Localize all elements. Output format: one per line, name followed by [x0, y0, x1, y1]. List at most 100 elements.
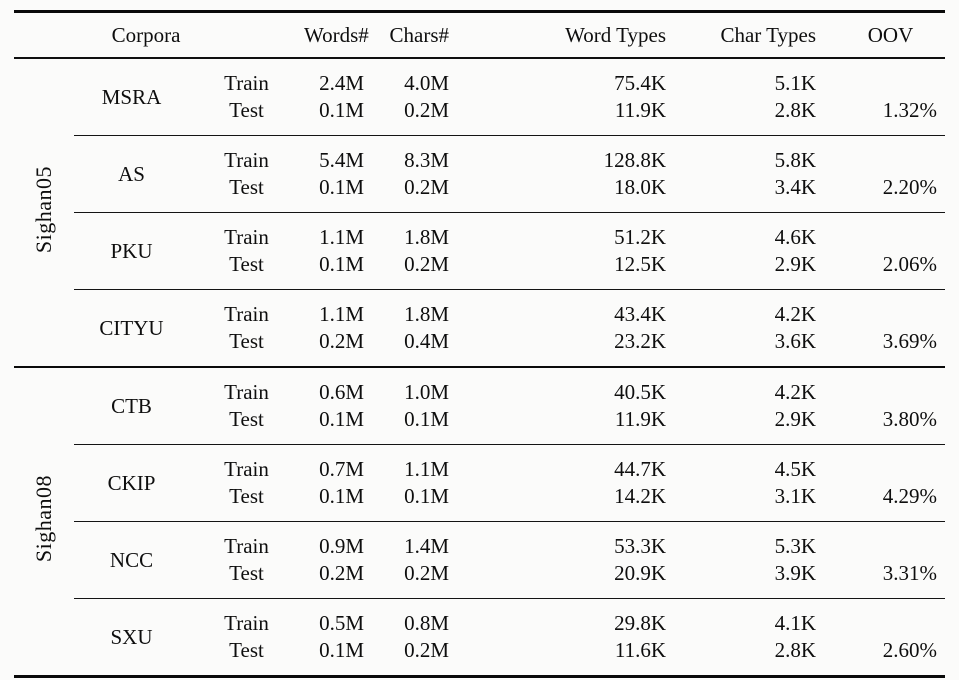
chars-value: 0.1M	[404, 484, 449, 508]
split-label: Train	[189, 212, 304, 251]
split-label: Train	[189, 366, 304, 406]
section-label-text: Sighan05	[31, 165, 56, 254]
word-types-value: 23.2K	[614, 329, 666, 353]
char-types-value: 4.2K	[686, 366, 836, 406]
oov-value: 2.06%	[882, 252, 937, 276]
char-types-value: 2.8K	[774, 638, 816, 662]
table-row: CKIP Train 0.7M 1.1M 44.7K 4.5K	[14, 444, 945, 522]
header-oov: OOV	[836, 11, 945, 59]
words-value: 0.6M	[304, 366, 384, 406]
char-types-value: 5.3K	[686, 521, 836, 560]
split-label: Test	[229, 484, 264, 508]
table-row: Test 0.1M 0.2M 11.6K 2.8K 2.60%	[14, 637, 945, 677]
oov-value: 3.31%	[882, 561, 937, 585]
header-chars: Chars#	[384, 11, 469, 59]
oov-value: 2.60%	[882, 638, 937, 662]
table-row: Test 0.2M 0.2M 20.9K 3.9K 3.31%	[14, 560, 945, 599]
word-types-value: 18.0K	[614, 175, 666, 199]
char-types-value: 5.8K	[686, 135, 836, 174]
chars-value: 1.0M	[384, 366, 469, 406]
corpus-name: AS	[74, 135, 189, 213]
chars-value: 1.8M	[384, 212, 469, 251]
corpus-name: CITYU	[74, 289, 189, 367]
chars-value: 0.4M	[404, 329, 449, 353]
char-types-value: 4.1K	[686, 598, 836, 637]
table-row: PKU Train 1.1M 1.8M 51.2K 4.6K	[14, 212, 945, 290]
table-header-row: Corpora Words# Chars# Word Types Char Ty…	[14, 11, 945, 59]
chars-value: 0.1M	[404, 407, 449, 431]
char-types-value: 4.6K	[686, 212, 836, 251]
oov-value	[836, 366, 945, 406]
header-char-types: Char Types	[686, 11, 836, 59]
words-value: 0.2M	[319, 561, 364, 585]
corpus-name: MSRA	[101, 84, 162, 109]
chars-value: 0.2M	[404, 175, 449, 199]
word-types-value: 14.2K	[614, 484, 666, 508]
split-label: Train	[189, 598, 304, 637]
section-label-text: Sighan08	[31, 474, 56, 563]
word-types-value: 29.8K	[469, 598, 686, 637]
oov-value: 3.69%	[882, 329, 937, 353]
words-value: 0.5M	[304, 598, 384, 637]
split-label: Test	[229, 329, 264, 353]
oov-value	[836, 135, 945, 174]
split-label: Train	[189, 289, 304, 328]
word-types-value: 12.5K	[614, 252, 666, 276]
table-row: NCC Train 0.9M 1.4M 53.3K 5.3K	[14, 521, 945, 599]
word-types-value: 128.8K	[469, 135, 686, 174]
words-value: 2.4M	[319, 71, 364, 95]
oov-value	[836, 212, 945, 251]
table-row: AS Train 5.4M 8.3M 128.8K 5.8K	[14, 135, 945, 213]
table-row: Test 0.1M 0.2M 18.0K 3.4K 2.20%	[14, 174, 945, 213]
corpus-name: NCC	[74, 521, 189, 599]
corpus-name: CKIP	[74, 444, 189, 522]
char-types-value: 3.6K	[774, 329, 816, 353]
split-label: Train	[189, 521, 304, 560]
word-types-value: 11.9K	[614, 407, 666, 431]
char-types-value: 3.1K	[774, 484, 816, 508]
chars-value: 0.2M	[404, 561, 449, 585]
words-value: 0.2M	[319, 329, 364, 353]
oov-value: 4.29%	[882, 484, 937, 508]
word-types-value: 43.4K	[469, 289, 686, 328]
words-value: 0.9M	[304, 521, 384, 560]
chars-value: 0.2M	[404, 252, 449, 276]
oov-value	[836, 58, 945, 97]
chars-value: 0.2M	[404, 98, 449, 122]
chars-value: 1.4M	[384, 521, 469, 560]
words-value: 0.1M	[319, 252, 364, 276]
word-types-value: 20.9K	[614, 561, 666, 585]
oov-value: 3.80%	[882, 407, 937, 431]
char-types-value: 2.9K	[774, 407, 816, 431]
section-label-sighan05: Sighan05	[14, 58, 74, 367]
oov-value	[836, 521, 945, 560]
table-row: Test 0.2M 0.4M 23.2K 3.6K 3.69%	[14, 328, 945, 367]
words-value: 0.1M	[319, 98, 364, 122]
chars-value: 8.3M	[384, 135, 469, 174]
oov-value: 1.32%	[882, 98, 937, 122]
oov-value	[836, 289, 945, 328]
split-label: Train	[189, 444, 304, 483]
header-corpora: Corpora	[14, 11, 304, 59]
table-row: CITYU Train 1.1M 1.8M 43.4K 4.2K	[14, 289, 945, 367]
words-value: 0.1M	[319, 484, 364, 508]
char-types-value: 3.9K	[774, 561, 816, 585]
chars-value: 0.2M	[404, 638, 449, 662]
words-value: 1.1M	[304, 212, 384, 251]
word-types-value: 40.5K	[469, 366, 686, 406]
words-value: 1.1M	[304, 289, 384, 328]
split-label: Test	[229, 175, 264, 199]
words-value: 5.4M	[304, 135, 384, 174]
words-value: 0.7M	[304, 444, 384, 483]
corpus-name: SXU	[74, 598, 189, 677]
corpus-name: PKU	[74, 212, 189, 290]
table-row: Test 0.1M 0.2M 11.9K 2.8K 1.32%	[14, 97, 945, 136]
word-types-value: 53.3K	[469, 521, 686, 560]
words-value: 0.1M	[319, 638, 364, 662]
section-label-sighan08: Sighan08	[14, 366, 74, 677]
table-row: Sighan08 CTB Train 0.6M 1.0M 40.5K 4.2K	[14, 366, 945, 677]
table-row: Sighan05 MSRA Train 2.4M 4.0M 75.4K 5.1K	[14, 58, 945, 253]
table-row: Test 0.1M 0.1M 11.9K 2.9K 3.80%	[14, 406, 945, 445]
split-label: Test	[229, 561, 264, 585]
header-words: Words#	[304, 11, 384, 59]
